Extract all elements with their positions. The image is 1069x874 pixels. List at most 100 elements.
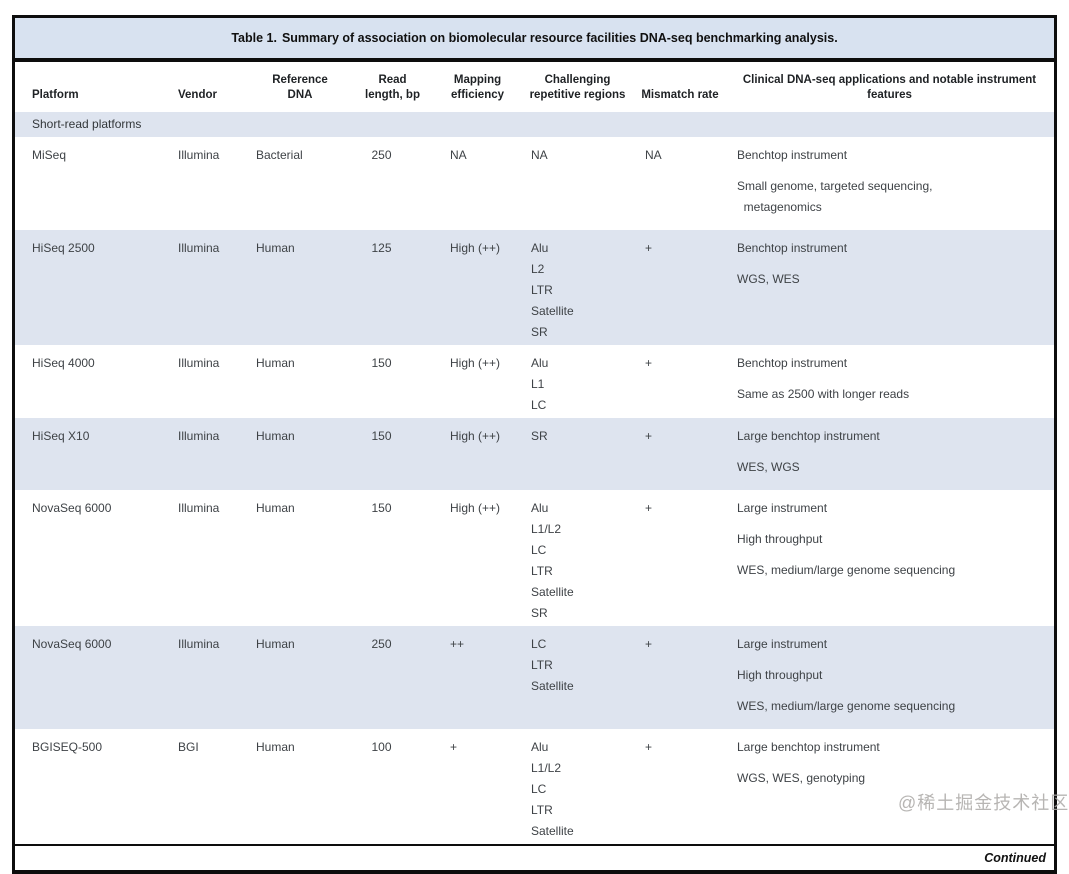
cell-mapping-efficiency: NA	[450, 148, 467, 162]
section-row: Short-read platforms	[15, 112, 1054, 137]
table-row: HiSeq 4000 Illumina Human 150 High (++) Alu L1…	[15, 345, 1054, 418]
column-header-reference-dna: Reference DNA	[250, 62, 350, 112]
table-row: NovaSeq 6000 Illumina Human 150 High (++) Alu…	[15, 490, 1054, 626]
cell-vendor: Illumina	[170, 418, 250, 490]
repetitive-region-item: Alu	[531, 740, 549, 754]
repetitive-region-item: L1/L2	[531, 522, 562, 536]
repetitive-region-item: Satellite	[531, 585, 574, 599]
clinical-note: High throughput	[737, 668, 823, 682]
cell-mapping-efficiency: +	[450, 740, 458, 754]
repetitive-region-item: LTR	[531, 803, 553, 817]
repetitive-region-item: NA	[531, 148, 548, 162]
repetitive-region-item: SR	[531, 325, 548, 339]
cell-vendor: BGI	[178, 740, 199, 754]
cell-mismatch-rate: NA	[645, 148, 662, 162]
column-header-mismatch-rate: Mismatch rate	[635, 62, 725, 112]
clinical-note: WES, WGS	[737, 460, 800, 474]
cell-mismatch-rate: +	[635, 230, 725, 345]
cell-mapping-efficiency: High (++)	[435, 418, 520, 490]
cell-clinical-applications: Benchtop instrument WGS, WES	[725, 230, 1054, 345]
cell-platform: NovaSeq 6000	[15, 626, 170, 729]
cell-read-length: 125	[350, 230, 435, 345]
cell-mismatch-rate: +	[645, 740, 653, 754]
cell-mapping-efficiency: High (++)	[435, 230, 520, 345]
column-header-read-length: Read length, bp	[350, 62, 435, 112]
repetitive-region-item: SR	[531, 606, 548, 620]
cell-clinical-applications: Large benchtop instrument WES, WGS	[725, 418, 1054, 490]
repetitive-region-item: Satellite	[531, 304, 574, 318]
column-header-vendor: Vendor	[170, 62, 250, 112]
cell-vendor: Illumina	[170, 230, 250, 345]
data-table: Platform Vendor Reference DNA Read lengt…	[15, 62, 1054, 844]
cell-repetitive-regions: Alu L1/L2 LC LTR Satellite	[520, 729, 635, 844]
cell-vendor: Illumina	[178, 501, 220, 515]
repetitive-region-item: L1	[531, 377, 545, 391]
repetitive-region-item: L1/L2	[531, 761, 562, 775]
cell-reference-dna: Human	[256, 501, 295, 515]
continued-label: Continued	[984, 851, 1046, 865]
benchmarking-table: Table 1. Summary of association on biomo…	[12, 15, 1057, 874]
clinical-note: Small genome, targeted sequencing, metag…	[737, 179, 933, 214]
clinical-note: Large instrument	[737, 501, 828, 515]
clinical-note: Benchtop instrument	[737, 148, 848, 162]
section-label: Short-read platforms	[15, 112, 1054, 137]
cell-repetitive-regions: Alu L2 LTR Satellite SR	[520, 230, 635, 345]
cell-reference-dna: Human	[250, 230, 350, 345]
table-row: MiSeq Illumina Bacterial 250 NA NA NA Benchtop …	[15, 137, 1054, 230]
cell-read-length: 100	[371, 740, 392, 754]
table-row: NovaSeq 6000 Illumina Human 250 ++ LC LTR Satel…	[15, 626, 1054, 729]
cell-mapping-efficiency: High (++)	[450, 356, 501, 370]
table-footer: Continued	[15, 844, 1054, 870]
cell-vendor: Illumina	[178, 356, 220, 370]
cell-reference-dna: Bacterial	[256, 148, 303, 162]
repetitive-region-item: LC	[531, 637, 547, 651]
cell-reference-dna: Human	[250, 418, 350, 490]
clinical-note: High throughput	[737, 532, 823, 546]
column-header-platform: Platform	[15, 62, 170, 112]
clinical-note: Benchtop instrument	[737, 356, 848, 370]
repetitive-region-item: Alu	[531, 241, 549, 255]
cell-mismatch-rate: +	[645, 501, 653, 515]
cell-mismatch-rate: +	[635, 418, 725, 490]
cell-reference-dna: Human	[256, 740, 295, 754]
column-header-repetitive-regions: Challenging repetitive regions	[520, 62, 635, 112]
cell-clinical-applications: Large instrument High throughput WES, medi…	[725, 490, 1054, 626]
cell-clinical-applications: Benchtop instrument Same as 2500 with lon…	[725, 345, 1054, 418]
table-title-bar: Table 1. Summary of association on biomo…	[15, 18, 1054, 62]
cell-repetitive-regions: Alu L1/L2 LC LTR Satellite SR	[520, 490, 635, 626]
cell-read-length: 150	[371, 356, 392, 370]
repetitive-region-item: LTR	[531, 658, 553, 672]
cell-repetitive-regions: LC LTR Satellite	[520, 626, 635, 729]
clinical-note: Large benchtop instrument	[737, 740, 880, 754]
page: { "title": { "label": "Table 1.", "text"…	[12, 15, 1069, 874]
cell-platform: HiSeq 2500	[15, 230, 170, 345]
clinical-note: WGS, WES, genotyping	[737, 771, 866, 785]
table-row: BGISEQ-500 BGI Human 100 + Alu L1/L2 LC LTR Satel…	[15, 729, 1054, 844]
repetitive-region-item: L2	[531, 262, 545, 276]
cell-platform: HiSeq X10	[15, 418, 170, 490]
cell-repetitive-regions: SR	[520, 418, 635, 490]
repetitive-region-item: LC	[531, 398, 547, 412]
cell-clinical-applications: Large instrument High throughput WES, medi…	[725, 626, 1054, 729]
clinical-note: Same as 2500 with longer reads	[737, 387, 910, 401]
table-row: HiSeq X10 Illumina Human 150 High (++) SR + Lar…	[15, 418, 1054, 490]
cell-vendor: Illumina	[178, 148, 220, 162]
cell-read-length: 250	[350, 626, 435, 729]
cell-mismatch-rate: +	[645, 356, 653, 370]
repetitive-region-item: LC	[531, 543, 547, 557]
repetitive-region-item: Alu	[531, 356, 549, 370]
column-header-mapping-efficiency: Mapping efficiency	[435, 62, 520, 112]
cell-reference-dna: Human	[256, 356, 295, 370]
repetitive-region-item: LC	[531, 782, 547, 796]
clinical-note: Large instrument	[737, 637, 828, 651]
cell-platform: HiSeq 4000	[32, 356, 95, 370]
clinical-note: WES, medium/large genome sequencing	[737, 699, 956, 713]
repetitive-region-item: Satellite	[531, 824, 574, 838]
cell-mismatch-rate: +	[635, 626, 725, 729]
cell-clinical-applications: Large benchtop instrument WGS, WES, genot…	[725, 729, 1054, 844]
cell-repetitive-regions: Alu L1 LC	[520, 345, 635, 418]
repetitive-region-item: LTR	[531, 283, 553, 297]
cell-vendor: Illumina	[170, 626, 250, 729]
cell-read-length: 150	[371, 501, 392, 515]
cell-mapping-efficiency: ++	[435, 626, 520, 729]
